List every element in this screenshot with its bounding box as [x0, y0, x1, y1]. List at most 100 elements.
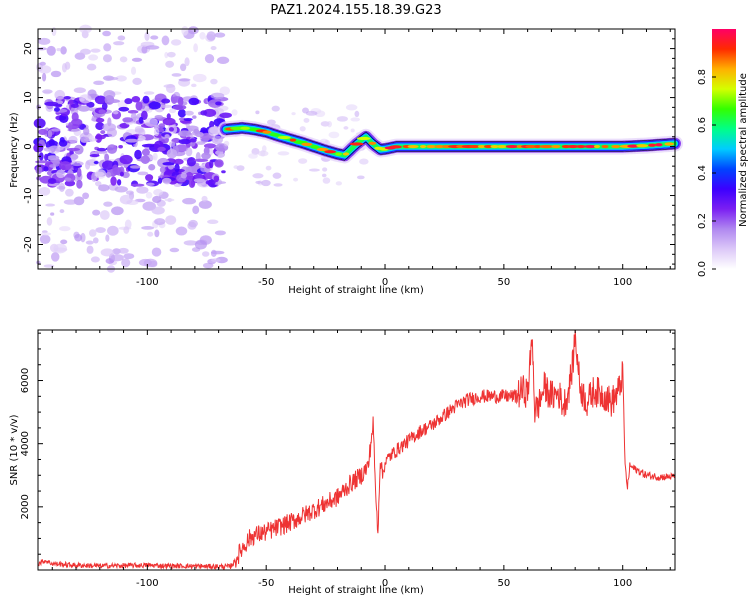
snr-line	[37, 329, 675, 571]
noise-blob	[60, 46, 67, 55]
noise-blob	[96, 147, 107, 152]
x-tick-label: 0	[382, 578, 388, 589]
noise-blob	[51, 252, 60, 262]
noise-blob	[106, 144, 118, 154]
noise-blob	[184, 110, 194, 116]
noise-blob	[183, 117, 193, 122]
spectrogram-y-ticks: -20 -10 0 10 20	[23, 28, 675, 265]
noise-blob	[123, 226, 130, 234]
figure-title: PAZ1.2024.155.18.39.G23	[270, 3, 441, 18]
ridge-peak	[262, 130, 272, 134]
noise-blob	[192, 115, 197, 119]
noise-blob	[80, 136, 90, 143]
noise-blob	[193, 128, 200, 134]
noise-blob	[174, 163, 180, 173]
noise-blob	[206, 31, 216, 41]
noise-blob	[38, 152, 44, 161]
noise-blob	[127, 110, 139, 114]
colorbar-tick-label: 0.8	[697, 69, 708, 85]
ridge-peak	[230, 126, 244, 131]
noise-blob	[70, 153, 79, 160]
noise-blob	[112, 167, 122, 176]
noise-blob	[50, 70, 62, 78]
noise-blob	[137, 171, 149, 176]
ridge-peak	[301, 142, 313, 146]
ridge-peak	[490, 144, 499, 149]
noise-blob	[100, 248, 115, 257]
noise-blob	[154, 114, 163, 119]
spectrogram-y-axis-title: Frequency (Hz)	[9, 112, 20, 188]
noise-blob	[261, 179, 271, 187]
noise-blob	[83, 127, 90, 136]
noise-blob	[161, 35, 170, 46]
noise-blob	[185, 171, 194, 181]
noise-blob	[172, 104, 187, 110]
noise-blob	[214, 32, 226, 38]
ridge-peak	[539, 144, 553, 149]
noise-blob	[157, 177, 163, 184]
noise-blob	[194, 240, 207, 250]
colorbar: 0.0 0.2 0.4 0.6 0.8 Normalized spectral ampl…	[697, 29, 749, 277]
noise-blob	[110, 254, 124, 262]
noise-blob	[145, 174, 154, 182]
noise-blob	[165, 215, 177, 225]
noise-blob	[265, 165, 272, 171]
noise-blob	[187, 26, 199, 35]
noise-blob	[255, 110, 260, 115]
noise-blob	[76, 179, 83, 189]
noise-blob	[132, 77, 142, 85]
noise-blob	[210, 92, 225, 100]
noise-blob	[188, 219, 198, 228]
noise-blob	[40, 232, 52, 236]
noise-blob	[185, 147, 193, 157]
noise-blob	[201, 152, 211, 160]
colorbar-tick-label: 0.2	[697, 213, 708, 229]
noise-blob	[178, 138, 192, 145]
ridge-peak	[335, 152, 342, 156]
noise-blob	[135, 101, 143, 111]
noise-blob	[38, 128, 48, 135]
noise-blob	[144, 31, 150, 41]
y-tick-label: 10	[23, 91, 34, 104]
noise-blob	[322, 177, 331, 184]
x-tick-label: 100	[613, 277, 632, 288]
noise-blob	[131, 96, 141, 103]
noise-blob	[35, 166, 43, 174]
noise-blob	[119, 154, 133, 165]
noise-blob	[95, 169, 107, 179]
noise-blob	[210, 78, 218, 85]
noise-blob	[293, 177, 299, 182]
noise-blob	[186, 156, 197, 167]
noise-blob	[121, 258, 131, 268]
noise-blob	[147, 231, 154, 237]
noise-blob	[56, 185, 66, 190]
noise-blob	[68, 121, 73, 132]
colorbar-gradient	[712, 29, 736, 269]
noise-blob	[125, 190, 134, 195]
noise-blob	[80, 232, 86, 243]
noise-blob	[113, 41, 125, 46]
ridge-peak	[627, 144, 640, 148]
ridge-peak	[389, 145, 402, 149]
noise-blob	[169, 247, 180, 253]
noise-blob	[53, 107, 60, 112]
noise-blob	[136, 135, 146, 142]
noise-blob	[129, 165, 141, 169]
noise-blob	[162, 161, 175, 166]
noise-blob	[104, 153, 110, 162]
noise-blob	[143, 91, 155, 95]
x-tick-label: 50	[497, 277, 510, 288]
noise-blob	[33, 118, 46, 129]
y-tick-label: 6000	[20, 368, 31, 393]
noise-blob	[100, 130, 106, 135]
noise-blob	[201, 195, 208, 202]
noise-blob	[76, 167, 82, 178]
noise-blob	[99, 210, 110, 220]
noise-blob	[95, 227, 106, 233]
noise-blob	[203, 108, 217, 118]
ridge-peak	[648, 143, 656, 147]
noise-blob	[219, 112, 232, 119]
noise-blob	[152, 152, 158, 161]
